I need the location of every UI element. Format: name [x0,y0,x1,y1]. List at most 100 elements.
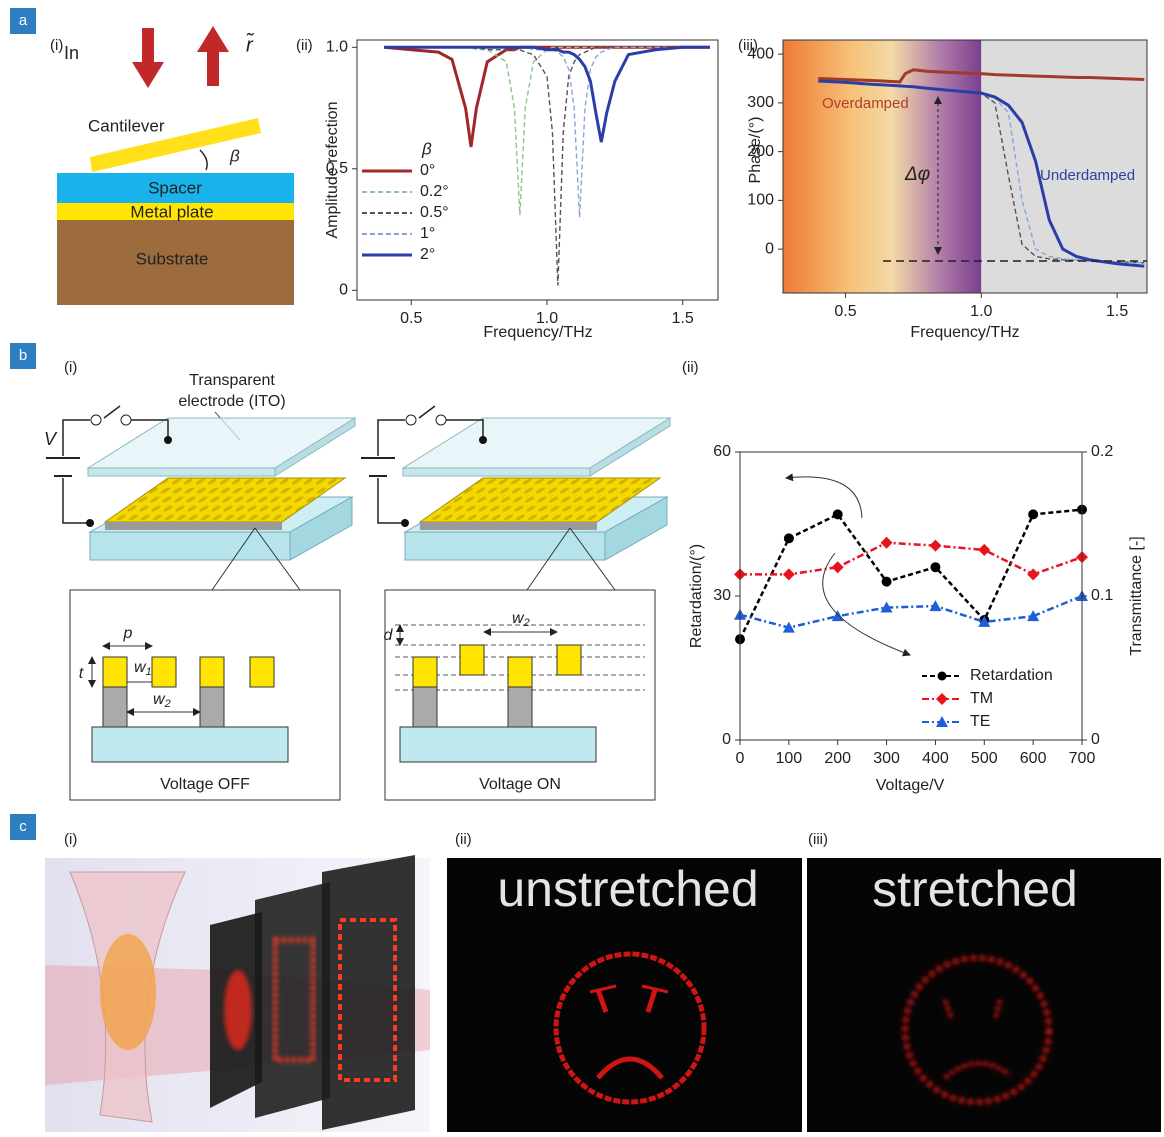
legend-label: Retardation [970,667,1053,684]
panel-badge [10,8,36,34]
y-tick-label: 0 [722,731,731,748]
dim-label: p [123,625,133,642]
y-axis-label: Retardation/(°) [688,544,705,648]
y-tick-label: 30 [713,587,731,604]
device-on [360,405,671,591]
marker [930,562,941,573]
legend-label: 2° [420,246,435,263]
cantilever [90,118,261,172]
panel-badge [10,343,36,369]
legend-marker [936,716,948,727]
legend-label: 0° [420,162,435,179]
y-tick-label: 400 [747,45,774,62]
y-tick-label: 0 [339,281,348,298]
substrate [57,220,294,305]
sub-label: (i) [64,359,77,376]
cantilever-label: Cantilever [88,116,165,135]
y2-tick-label: 0.1 [1091,587,1113,604]
reflected-arrow [197,26,229,86]
annotation: Δφ [904,164,930,185]
legend-title: β [421,139,432,158]
series-line [384,46,710,286]
angle-arc [199,149,208,171]
panel-badge [10,814,36,840]
legend-label: 0.2° [420,183,449,200]
y2-axis-label: Transmittance [-] [1128,536,1145,655]
x-tick-label: 400 [922,750,949,767]
blurred-face [902,955,1052,1105]
series-line [740,541,1083,576]
series-line [818,79,1145,268]
incident-arrow [132,28,164,88]
x-tick-label: 1.0 [970,303,992,320]
sub-label: (ii) [296,37,313,54]
marker [978,615,991,627]
y2-tick-label: 0.2 [1091,443,1113,460]
x-tick-label: 0.5 [400,310,422,327]
inset-caption: Voltage ON [479,776,561,793]
x-axis-label: Frequency/THz [910,324,1019,341]
marker [978,543,991,556]
annotations [785,96,1147,657]
y2-tick-label: 0 [1091,731,1100,748]
y-tick-label: 200 [747,143,774,160]
marker [832,509,843,520]
x-axis-label: Voltage/V [876,777,945,794]
annotation: Underdamped [1040,167,1135,184]
y-axis-label: Amplitude refection [324,102,341,239]
marker [929,539,942,552]
plot-frame [739,451,1083,741]
marker [783,533,794,544]
metasurface-render [45,855,430,1132]
layer-label: Spacer [148,178,202,197]
layer-label: Substrate [136,249,209,268]
incident-label: In [64,43,79,63]
x-tick-label: 0.5 [834,303,856,320]
x-tick-label: 200 [824,750,851,767]
x-tick-label: 600 [1020,750,1047,767]
x-tick-label: 700 [1069,750,1096,767]
marker [782,568,795,581]
dim-label: t [79,665,84,682]
series-line [384,45,710,143]
dim-label: w2 [512,610,530,629]
device-off [45,405,356,591]
marker [1028,509,1039,520]
y-tick-label: 100 [747,192,774,209]
marker [1027,568,1040,581]
photo-unstretched [447,858,802,1132]
inset-caption: Voltage OFF [160,776,250,793]
sub-label: (ii) [682,359,699,376]
series-line [739,594,1083,629]
legend-label: TM [970,690,993,707]
layer-label: Metal plate [130,202,213,221]
marker [1027,610,1040,622]
x-tick-label: 100 [776,750,803,767]
x-tick-label: 1.0 [536,310,558,327]
panel-label: b [19,347,27,364]
marker [881,576,892,587]
y-tick-label: 0 [765,240,774,257]
annotation: Overdamped [822,95,909,112]
legend-label: TE [970,713,990,730]
marker [831,610,844,622]
sub-label: (iii) [808,831,828,848]
y-axis-label: Phase/(°) [747,117,764,184]
marker [831,561,844,574]
inset-off [69,589,341,801]
series-line [384,45,710,148]
sub-label: (i) [64,831,77,848]
photo-caption: unstretched [497,861,758,917]
y-tick-label: 1.0 [326,39,348,56]
panel-label: c [19,818,27,835]
photo-stretched [807,858,1161,1132]
inset-on [384,589,656,801]
x-tick-label: 1.5 [1106,303,1128,320]
photo-caption: stretched [872,861,1078,917]
spacer [57,173,294,203]
x-axis-label: Frequency/THz [483,324,592,341]
legend-label: 1° [420,225,435,242]
voltage-label: V [44,429,58,449]
